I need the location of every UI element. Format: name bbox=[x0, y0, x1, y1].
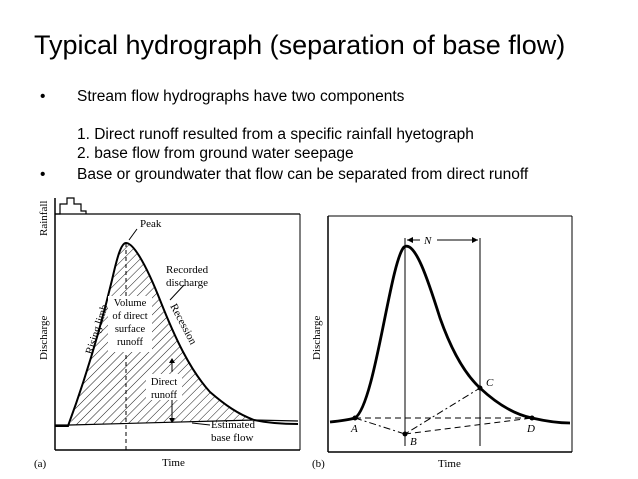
arrowhead bbox=[472, 237, 478, 243]
volume-label-3: surface bbox=[115, 324, 146, 335]
direct-runoff-label-bg bbox=[146, 374, 182, 400]
estimated-base-flow-label-2: base flow bbox=[211, 432, 254, 444]
direct-runoff-label-2: runoff bbox=[151, 390, 178, 401]
discharge-axis-label-b: Discharge bbox=[311, 315, 323, 360]
figure-a: Peak Recorded discharge Rising limb Rece… bbox=[34, 197, 301, 470]
figure-b: N A B C D Discharge Time (b) bbox=[311, 215, 573, 470]
arrowhead bbox=[169, 358, 175, 363]
rainfall-hyetograph bbox=[55, 197, 87, 215]
hydrograph-curve-a bbox=[55, 241, 299, 427]
hydrograph-curve-b bbox=[329, 244, 571, 425]
time-axis-label-a: Time bbox=[162, 457, 185, 469]
volume-label-4: runoff bbox=[117, 337, 144, 348]
volume-label-bg bbox=[108, 296, 152, 352]
arrowhead bbox=[169, 418, 175, 423]
point-c-label: C bbox=[486, 377, 494, 389]
bullet-marker: • bbox=[40, 88, 46, 105]
point-b-marker bbox=[402, 431, 408, 437]
bullet-text: 1. Direct runoff resulted from a specifi… bbox=[77, 126, 474, 143]
point-a-label: A bbox=[350, 423, 358, 435]
peak-arrow bbox=[128, 228, 138, 241]
discharge-axis-label-a: Discharge bbox=[38, 315, 50, 360]
bullet-text: Stream flow hydrographs have two compone… bbox=[77, 88, 405, 105]
estimated-base-flow-label-1: Estimated bbox=[211, 419, 255, 431]
n-label: N bbox=[423, 235, 432, 247]
panel-label-b: (b) bbox=[312, 458, 325, 470]
rainfall-axis-label: Rainfall bbox=[38, 201, 50, 236]
dash-dot-separation-line bbox=[354, 387, 481, 435]
direct-runoff-area bbox=[70, 243, 254, 425]
bullet-text: 2. base flow from ground water seepage bbox=[77, 145, 354, 162]
point-d-marker bbox=[529, 415, 535, 421]
recorded-discharge-arrow bbox=[169, 284, 185, 301]
recorded-discharge-label-2: discharge bbox=[166, 277, 208, 289]
point-d-label: D bbox=[526, 423, 535, 435]
point-c-marker bbox=[477, 385, 483, 391]
recorded-discharge-label-1: Recorded bbox=[166, 264, 209, 276]
slide-title: Typical hydrograph (separation of base f… bbox=[34, 30, 566, 60]
arrowhead bbox=[407, 237, 413, 243]
volume-label-1: Volume bbox=[114, 298, 147, 309]
direct-runoff-label-1: Direct bbox=[151, 377, 177, 388]
panel-label-a: (a) bbox=[34, 458, 47, 470]
peak-label: Peak bbox=[140, 218, 162, 230]
bullet-marker: • bbox=[40, 166, 46, 183]
time-axis-label-b: Time bbox=[438, 458, 461, 470]
base-flow-arrow bbox=[191, 422, 211, 426]
point-b-label: B bbox=[410, 436, 417, 448]
volume-label-2: of direct bbox=[112, 311, 147, 322]
bullet-text: Base or groundwater that flow can be sep… bbox=[77, 166, 529, 183]
b-to-d-separation-line bbox=[404, 417, 533, 435]
point-a-marker bbox=[352, 415, 358, 421]
